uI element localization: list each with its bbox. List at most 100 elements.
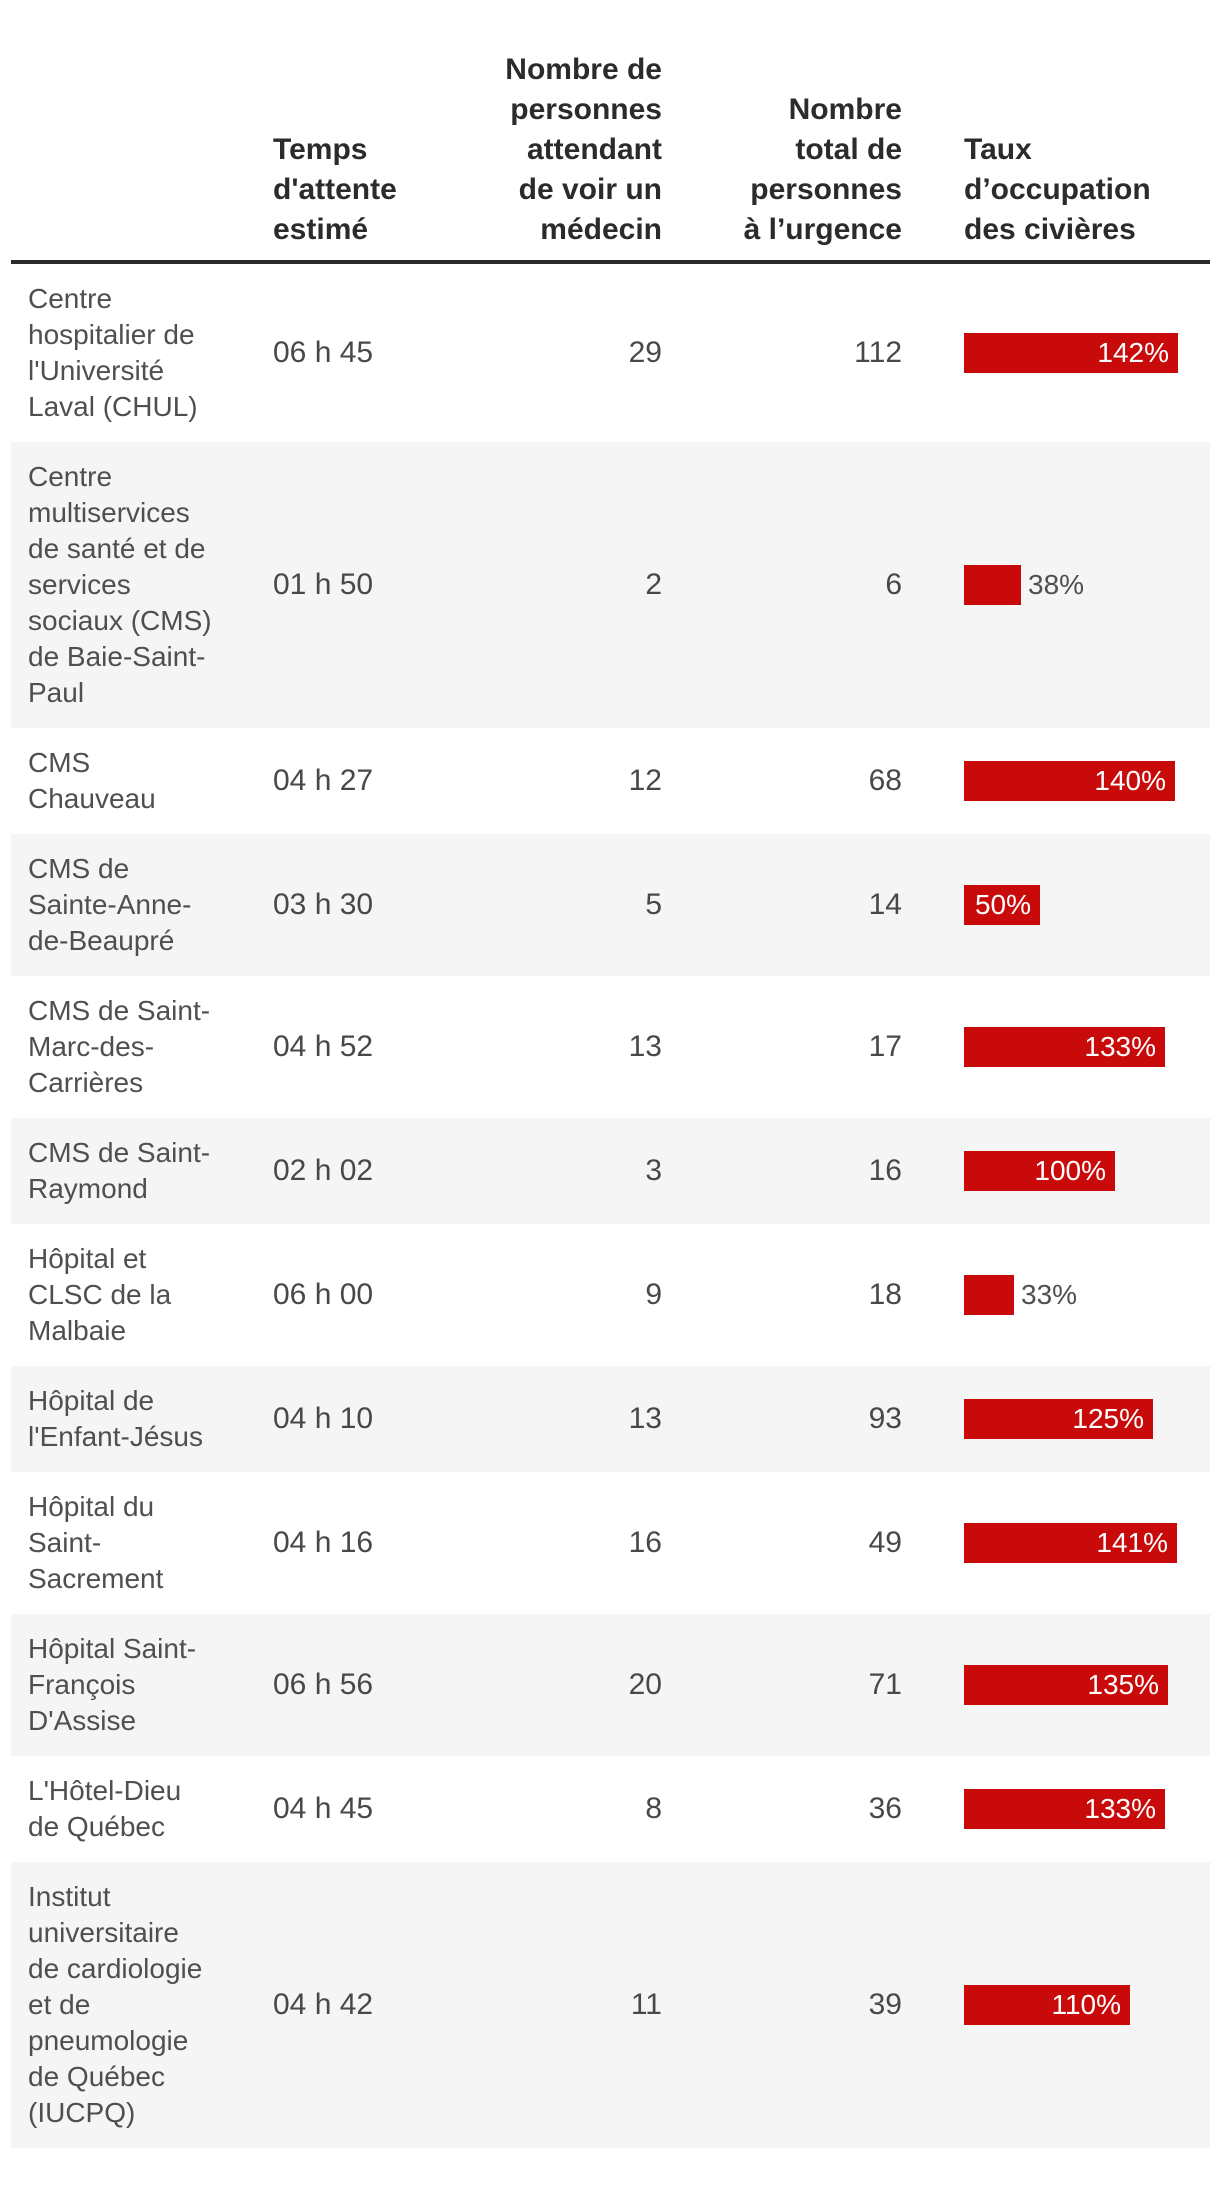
hospital-name: CMS de Saint- Marc-des- Carrières — [28, 995, 211, 1098]
waiting-count: 13 — [628, 1030, 662, 1063]
occupancy-label: 142% — [1097, 337, 1169, 368]
waiting-count: 8 — [645, 1792, 662, 1825]
occupancy-bar: 141% — [964, 1523, 1177, 1563]
hospital-name: Institut universitaire de cardiologie et… — [28, 1881, 203, 2128]
hospital-name: Centre multiservices de santé et de serv… — [28, 461, 212, 708]
total-count: 49 — [868, 1526, 902, 1559]
total-count: 17 — [868, 1030, 902, 1063]
occupancy-bar: 50% — [964, 885, 1040, 925]
total-count: 93 — [868, 1402, 902, 1435]
occupancy-label: 125% — [1072, 1403, 1144, 1434]
header-waiting-count: Nombre de personnes attendant de voir un… — [505, 53, 662, 246]
occupancy-label: 135% — [1087, 1669, 1159, 1700]
occupancy-bar: 135% — [964, 1665, 1168, 1705]
wait-time: 04 h 27 — [273, 764, 374, 797]
table-row: Hôpital de l'Enfant-Jésus 04 h 10 13 93 … — [11, 1366, 1210, 1472]
total-count: 36 — [868, 1792, 902, 1825]
header-total-count: Nombre total de personnes à l’urgence — [743, 93, 902, 246]
waiting-count: 13 — [628, 1402, 662, 1435]
total-count: 68 — [868, 764, 902, 797]
occupancy-bar: 142% — [964, 333, 1178, 373]
occupancy-cell: 100% — [902, 1151, 1210, 1191]
table-row: L'Hôtel-Dieu de Québec 04 h 45 8 36 133% — [11, 1756, 1210, 1862]
hospital-name: Hôpital du Saint- Sacrement — [28, 1491, 164, 1594]
occupancy-bar: 133% — [964, 1789, 1165, 1829]
occupancy-cell: 33% — [902, 1275, 1210, 1315]
wait-time: 04 h 42 — [273, 1988, 374, 2021]
table-row: CMS Chauveau 04 h 27 12 68 140% — [11, 728, 1210, 834]
table-row: CMS de Sainte-Anne- de-Beaupré 03 h 30 5… — [11, 834, 1210, 976]
occupancy-cell: 140% — [902, 761, 1210, 801]
occupancy-cell: 135% — [902, 1665, 1210, 1705]
total-count: 71 — [868, 1668, 902, 1701]
waiting-count: 12 — [628, 764, 662, 797]
hospital-name: Hôpital de l'Enfant-Jésus — [28, 1385, 203, 1452]
hospital-name: L'Hôtel-Dieu de Québec — [28, 1775, 182, 1842]
header-occupancy: Taux d’occupation des civières — [964, 133, 1151, 246]
total-count: 16 — [868, 1154, 902, 1187]
total-count: 14 — [868, 888, 902, 921]
wait-time: 04 h 45 — [273, 1792, 374, 1825]
occupancy-cell: 133% — [902, 1789, 1210, 1829]
table-row: Hôpital Saint- François D'Assise 06 h 56… — [11, 1614, 1210, 1756]
waiting-count: 9 — [645, 1278, 662, 1311]
occupancy-cell: 133% — [902, 1027, 1210, 1067]
header-wait-time: Temps d'attente estimé — [273, 133, 397, 246]
waiting-count: 2 — [645, 568, 662, 601]
waiting-count: 16 — [628, 1526, 662, 1559]
waiting-count: 3 — [645, 1154, 662, 1187]
occupancy-label: 133% — [1084, 1031, 1156, 1062]
total-count: 39 — [868, 1988, 902, 2021]
occupancy-label: 100% — [1034, 1155, 1106, 1186]
occupancy-bar: 100% — [964, 1151, 1115, 1191]
table-row: Hôpital et CLSC de la Malbaie 06 h 00 9 … — [11, 1224, 1210, 1366]
occupancy-label: 140% — [1094, 765, 1166, 796]
occupancy-label: 50% — [974, 889, 1031, 920]
total-count: 6 — [885, 568, 902, 601]
wait-time: 02 h 02 — [273, 1154, 374, 1187]
occupancy-label: 141% — [1096, 1527, 1168, 1558]
occupancy-label: 110% — [1051, 1989, 1121, 2020]
table-row: Centre multiservices de santé et de serv… — [11, 442, 1210, 728]
table-row: Centre hospitalier de l'Université Laval… — [11, 264, 1210, 442]
occupancy-label: 133% — [1084, 1793, 1156, 1824]
wait-time: 06 h 00 — [273, 1278, 374, 1311]
occupancy-bar: 140% — [964, 761, 1175, 801]
wait-time: 04 h 52 — [273, 1030, 374, 1063]
hospital-name: CMS Chauveau — [28, 747, 156, 814]
waiting-count: 29 — [628, 336, 662, 369]
occupancy-cell: 38% — [902, 565, 1210, 605]
occupancy-bar — [964, 1275, 1014, 1315]
er-occupancy-table: Temps d'attente estimé Nombre de personn… — [11, 50, 1210, 2148]
waiting-count: 20 — [628, 1668, 662, 1701]
hospital-name: CMS de Saint- Raymond — [28, 1137, 211, 1204]
hospital-name: CMS de Sainte-Anne- de-Beaupré — [28, 853, 192, 956]
table-header: Temps d'attente estimé Nombre de personn… — [11, 50, 1210, 264]
occupancy-cell: 142% — [902, 333, 1210, 373]
hospital-name: Hôpital Saint- François D'Assise — [28, 1633, 197, 1736]
occupancy-bar: 110% — [964, 1985, 1130, 2025]
occupancy-cell: 125% — [902, 1399, 1210, 1439]
total-count: 112 — [854, 336, 902, 369]
hospital-name: Hôpital et CLSC de la Malbaie — [28, 1243, 172, 1346]
occupancy-bar: 125% — [964, 1399, 1153, 1439]
wait-time: 04 h 10 — [273, 1402, 374, 1435]
wait-time: 06 h 56 — [273, 1668, 374, 1701]
occupancy-label-outside: 38% — [1028, 569, 1085, 600]
occupancy-bar: 133% — [964, 1027, 1165, 1067]
occupancy-cell: 110% — [902, 1985, 1210, 2025]
wait-time: 03 h 30 — [273, 888, 374, 921]
wait-time: 04 h 16 — [273, 1526, 374, 1559]
waiting-count: 11 — [630, 1988, 662, 2021]
wait-time: 06 h 45 — [273, 336, 374, 369]
table-row: Hôpital du Saint- Sacrement 04 h 16 16 4… — [11, 1472, 1210, 1614]
occupancy-bar — [964, 565, 1021, 605]
hospital-name: Centre hospitalier de l'Université Laval… — [28, 283, 198, 422]
table-row: CMS de Saint- Marc-des- Carrières 04 h 5… — [11, 976, 1210, 1118]
table-row: Institut universitaire de cardiologie et… — [11, 1862, 1210, 2148]
wait-time: 01 h 50 — [273, 568, 374, 601]
occupancy-cell: 141% — [902, 1523, 1210, 1563]
occupancy-label-outside: 33% — [1021, 1279, 1078, 1310]
occupancy-cell: 50% — [902, 885, 1210, 925]
table-row: CMS de Saint- Raymond 02 h 02 3 16 100% — [11, 1118, 1210, 1224]
